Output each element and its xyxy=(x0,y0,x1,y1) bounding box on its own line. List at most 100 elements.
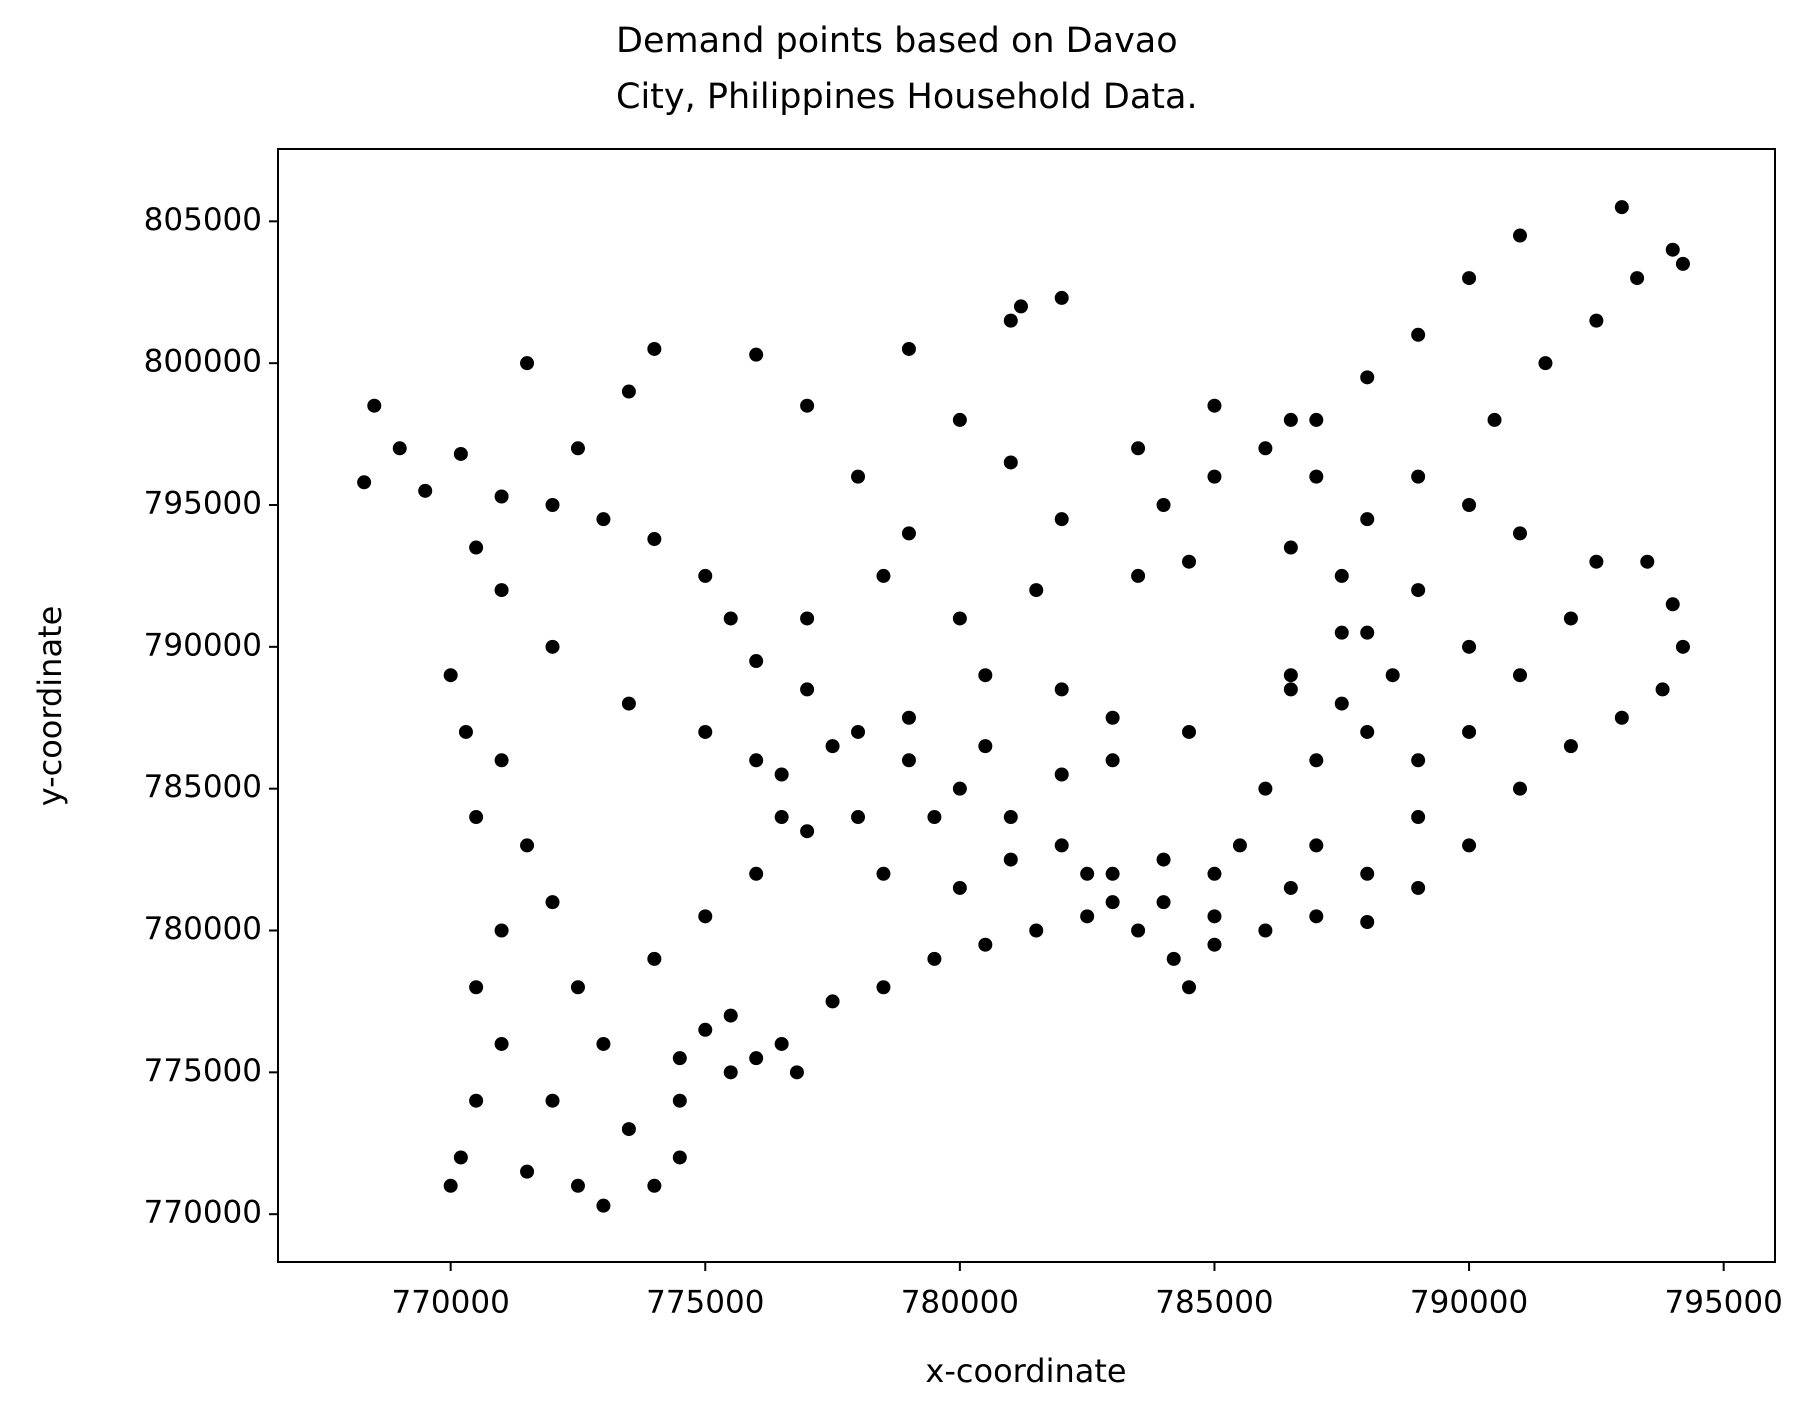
point xyxy=(1385,668,1400,683)
point xyxy=(1630,271,1645,286)
point xyxy=(1462,639,1477,654)
point xyxy=(1334,696,1349,711)
point xyxy=(621,384,636,399)
point xyxy=(1003,810,1018,825)
point xyxy=(698,909,713,924)
point xyxy=(469,980,484,995)
point xyxy=(1512,228,1527,243)
point xyxy=(1029,583,1044,598)
point xyxy=(1156,895,1171,910)
point xyxy=(1360,724,1375,739)
point xyxy=(800,398,815,413)
point xyxy=(570,1178,585,1193)
point xyxy=(1013,299,1028,314)
point xyxy=(1207,909,1222,924)
point xyxy=(1131,568,1146,583)
point xyxy=(1054,682,1069,697)
y-tick-label: 790000 xyxy=(144,627,262,663)
point xyxy=(1080,909,1095,924)
point xyxy=(1487,412,1502,427)
point xyxy=(1411,327,1426,342)
x-tick-label: 780000 xyxy=(901,1285,1019,1321)
point xyxy=(520,838,535,853)
y-tick-label: 805000 xyxy=(144,202,262,238)
point xyxy=(545,498,560,513)
point xyxy=(1411,753,1426,768)
point xyxy=(1462,838,1477,853)
point xyxy=(647,951,662,966)
point xyxy=(1105,710,1120,725)
point xyxy=(698,1022,713,1037)
point xyxy=(1563,739,1578,754)
point xyxy=(1003,313,1018,328)
point xyxy=(749,1051,764,1066)
point xyxy=(458,724,473,739)
point xyxy=(749,866,764,881)
point xyxy=(357,475,372,490)
point xyxy=(392,441,407,456)
x-tick-label: 795000 xyxy=(1665,1285,1783,1321)
point xyxy=(1334,625,1349,640)
point xyxy=(1360,914,1375,929)
y-tick-label: 780000 xyxy=(144,911,262,947)
point xyxy=(1003,455,1018,470)
point xyxy=(1360,866,1375,881)
point xyxy=(1665,242,1680,257)
point xyxy=(647,1178,662,1193)
point xyxy=(1360,512,1375,527)
point xyxy=(952,880,967,895)
point xyxy=(1462,271,1477,286)
point xyxy=(1309,469,1324,484)
point xyxy=(1131,441,1146,456)
point xyxy=(1655,682,1670,697)
point xyxy=(927,951,942,966)
point xyxy=(1258,923,1273,938)
point xyxy=(851,810,866,825)
point xyxy=(723,1008,738,1023)
point xyxy=(1182,724,1197,739)
point xyxy=(494,753,509,768)
point xyxy=(1589,554,1604,569)
point xyxy=(469,810,484,825)
point xyxy=(952,781,967,796)
point xyxy=(825,994,840,1009)
point xyxy=(1054,512,1069,527)
point xyxy=(1207,866,1222,881)
point xyxy=(1589,313,1604,328)
point xyxy=(901,341,916,356)
point xyxy=(672,1051,687,1066)
point xyxy=(1411,880,1426,895)
point xyxy=(901,710,916,725)
point xyxy=(1258,441,1273,456)
point xyxy=(749,753,764,768)
y-tick-label: 795000 xyxy=(144,486,262,522)
point xyxy=(545,639,560,654)
point xyxy=(1538,356,1553,371)
point xyxy=(800,682,815,697)
point xyxy=(672,1150,687,1165)
point xyxy=(469,1093,484,1108)
point xyxy=(1131,923,1146,938)
point xyxy=(1054,838,1069,853)
y-tick-label: 785000 xyxy=(144,769,262,805)
point xyxy=(1080,866,1095,881)
point xyxy=(1258,781,1273,796)
point xyxy=(1105,753,1120,768)
point xyxy=(545,1093,560,1108)
point xyxy=(1105,866,1120,881)
point xyxy=(825,739,840,754)
plot-frame xyxy=(277,148,1776,1263)
point xyxy=(698,568,713,583)
point xyxy=(1462,498,1477,513)
point xyxy=(367,398,382,413)
point xyxy=(520,356,535,371)
point xyxy=(1512,526,1527,541)
point xyxy=(494,583,509,598)
point xyxy=(1334,568,1349,583)
y-axis-label: y-coordinate xyxy=(31,606,69,807)
point xyxy=(1207,937,1222,952)
point xyxy=(1182,980,1197,995)
point xyxy=(876,568,891,583)
point xyxy=(723,1065,738,1080)
